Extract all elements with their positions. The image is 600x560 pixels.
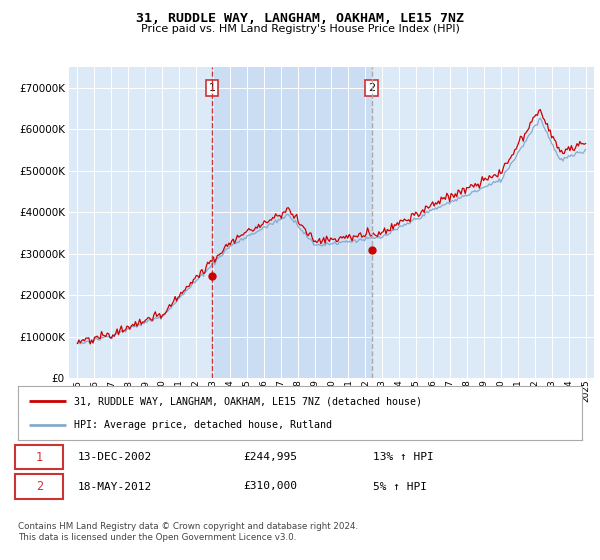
Text: 31, RUDDLE WAY, LANGHAM, OAKHAM, LE15 7NZ (detached house): 31, RUDDLE WAY, LANGHAM, OAKHAM, LE15 7N… bbox=[74, 396, 422, 407]
Text: 13% ↑ HPI: 13% ↑ HPI bbox=[373, 452, 434, 462]
Text: 1: 1 bbox=[36, 451, 43, 464]
Text: Contains HM Land Registry data © Crown copyright and database right 2024.: Contains HM Land Registry data © Crown c… bbox=[18, 522, 358, 531]
Text: 31, RUDDLE WAY, LANGHAM, OAKHAM, LE15 7NZ: 31, RUDDLE WAY, LANGHAM, OAKHAM, LE15 7N… bbox=[136, 12, 464, 25]
FancyBboxPatch shape bbox=[15, 474, 63, 499]
Text: 2: 2 bbox=[368, 83, 376, 93]
Text: 2: 2 bbox=[36, 480, 43, 493]
FancyBboxPatch shape bbox=[15, 445, 63, 469]
Text: £244,995: £244,995 bbox=[244, 452, 298, 462]
Text: £310,000: £310,000 bbox=[244, 482, 298, 492]
Text: 5% ↑ HPI: 5% ↑ HPI bbox=[373, 482, 427, 492]
Bar bbox=[212, 67, 372, 378]
Text: 13-DEC-2002: 13-DEC-2002 bbox=[77, 452, 151, 462]
Text: Price paid vs. HM Land Registry's House Price Index (HPI): Price paid vs. HM Land Registry's House … bbox=[140, 24, 460, 34]
Text: HPI: Average price, detached house, Rutland: HPI: Average price, detached house, Rutl… bbox=[74, 419, 332, 430]
Text: 18-MAY-2012: 18-MAY-2012 bbox=[77, 482, 151, 492]
Text: 1: 1 bbox=[209, 83, 215, 93]
Text: This data is licensed under the Open Government Licence v3.0.: This data is licensed under the Open Gov… bbox=[18, 533, 296, 542]
